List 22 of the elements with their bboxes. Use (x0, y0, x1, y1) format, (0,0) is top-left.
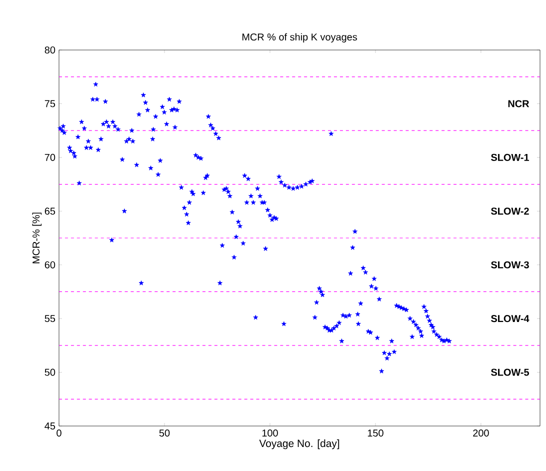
chart-title: MCR % of ship K voyages (242, 33, 357, 42)
annotation: SLOW-4 (491, 315, 530, 322)
x-axis-title: Voyage No. [day] (259, 439, 340, 450)
annotation: SLOW-5 (491, 368, 530, 376)
annotation: SLOW-2 (491, 208, 529, 215)
y-tick-label: 45 (44, 422, 56, 430)
y-tick-label: 65 (44, 208, 56, 215)
y-tick-label: 70 (44, 154, 56, 161)
x-tick-label: 200 (473, 430, 489, 437)
x-tick-label: 100 (262, 430, 278, 437)
y-tick-label: 55 (44, 315, 56, 322)
x-tick-label: 50 (159, 430, 170, 437)
x-tick-label: 0 (56, 430, 62, 437)
annotation: SLOW-3 (491, 261, 529, 268)
annotation: NCR (508, 100, 530, 108)
annotation: SLOW-1 (491, 154, 530, 161)
x-tick-label: 150 (368, 430, 384, 437)
y-tick-label: 50 (44, 368, 56, 376)
y-tick-label: 75 (44, 100, 56, 108)
y-tick-label: 60 (44, 261, 56, 268)
y-axis-title: MCR-% [%] (32, 212, 42, 264)
y-tick-label: 80 (44, 46, 56, 54)
